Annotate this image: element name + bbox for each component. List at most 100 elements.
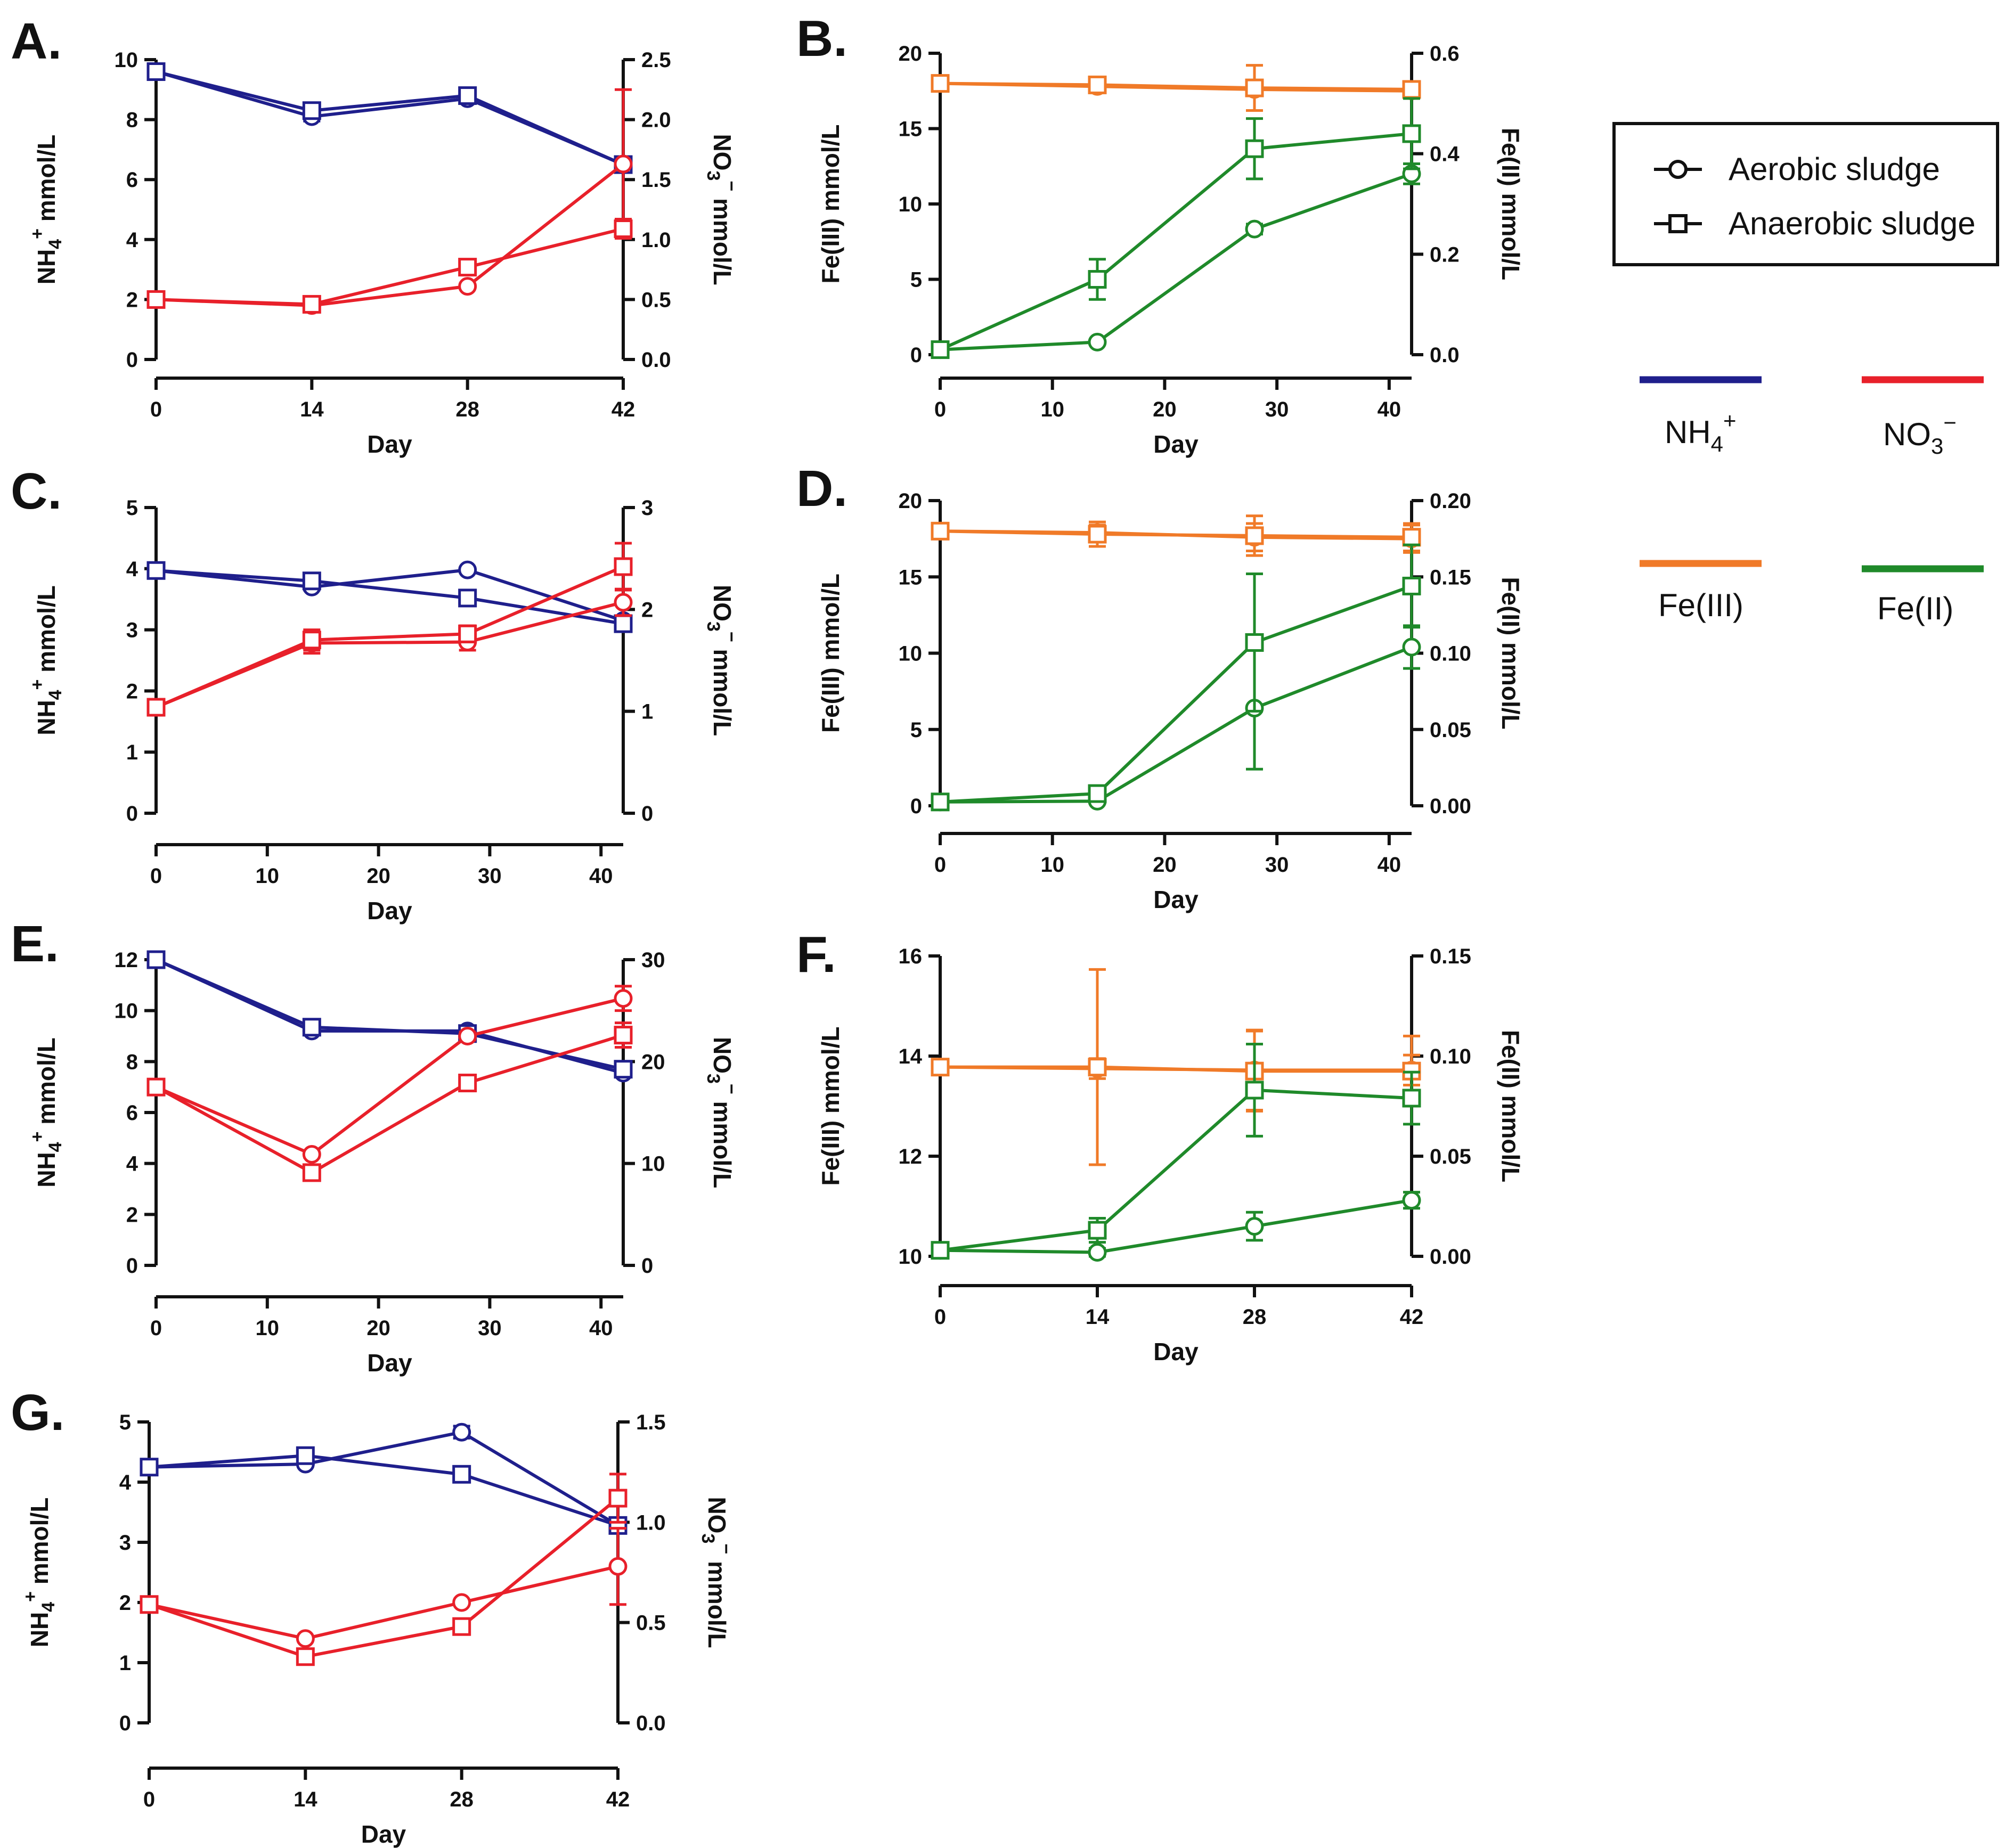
- data-point-square: [1088, 525, 1107, 544]
- right-tick-label: 3: [641, 496, 653, 520]
- legend-aerobic-label: Aerobic sludge: [1729, 151, 1940, 187]
- series-line: [156, 227, 624, 306]
- right-tick-label: 1.5: [641, 168, 671, 192]
- right-tick-label: 2: [641, 598, 653, 622]
- data-point-square: [614, 219, 633, 239]
- series-line: [149, 1430, 619, 1527]
- right-tick-label: 0.05: [1430, 1145, 1471, 1168]
- panel-label: C.: [11, 463, 62, 520]
- right-tick-label: 20: [641, 1050, 665, 1074]
- data-point-square: [931, 1058, 950, 1077]
- data-point-square: [931, 792, 950, 812]
- data-point-circle: [614, 989, 633, 1008]
- right-tick-label: 1: [641, 700, 653, 724]
- series-fe3-square: [931, 514, 1421, 557]
- series-fe2-square: [931, 543, 1421, 812]
- right-axis-title: Fe(II) mmol/L: [1497, 577, 1525, 729]
- data-point-square: [614, 1060, 633, 1079]
- right-axis-title: NO3− mmol/L: [703, 585, 741, 736]
- x-tick-label: 40: [589, 1317, 613, 1340]
- right-tick-label: 1.0: [636, 1511, 666, 1534]
- left-tick-label: 10: [899, 642, 923, 666]
- series-line: [156, 70, 624, 166]
- data-point-square: [931, 74, 950, 93]
- series-nh4-square: [146, 561, 633, 633]
- series-line: [155, 565, 624, 709]
- left-tick-label: 4: [126, 1152, 138, 1176]
- left-tick-label: 6: [126, 1101, 138, 1125]
- right-tick-label: 0.4: [1430, 143, 1460, 166]
- left-tick-label: 8: [126, 109, 138, 132]
- data-point-square: [1088, 1221, 1107, 1240]
- series-nh4-square: [140, 1446, 627, 1535]
- data-point-circle: [458, 277, 477, 296]
- series-line: [939, 132, 1412, 351]
- right-axis-title: NO3− mmol/L: [703, 134, 741, 285]
- left-axis-title: Fe(III) mmol/L: [817, 1027, 844, 1186]
- series-nh4-circle: [140, 1422, 627, 1535]
- data-point-square: [1402, 528, 1421, 547]
- left-tick-label: 2: [126, 288, 138, 312]
- left-tick-label: 12: [899, 1145, 923, 1168]
- series-no3-circle: [146, 587, 633, 717]
- legend-fe3-label: Fe(III): [1658, 587, 1743, 623]
- data-point-circle: [1245, 219, 1264, 239]
- left-axis-title: NH4+ mmol/L: [27, 1037, 66, 1188]
- left-tick-label: 2: [126, 680, 138, 703]
- series-no3-square: [146, 542, 633, 717]
- right-tick-label: 0: [641, 802, 653, 825]
- right-tick-label: 0.0: [1430, 344, 1460, 367]
- series-no3-square: [140, 1473, 627, 1666]
- data-point-square: [1245, 139, 1264, 158]
- right-tick-label: 0.15: [1430, 566, 1471, 589]
- series-line: [940, 645, 1413, 804]
- data-point-square: [146, 62, 166, 81]
- series-no3-square: [146, 218, 633, 314]
- data-point-circle: [1088, 332, 1107, 351]
- legend-nh4-entry: NH4+: [1640, 376, 1762, 456]
- data-point-square: [302, 631, 321, 650]
- right-tick-label: 0.5: [636, 1612, 666, 1635]
- series-line: [940, 172, 1412, 351]
- series-line: [940, 584, 1413, 804]
- data-point-circle: [452, 1593, 471, 1612]
- series-no3-circle: [146, 88, 633, 315]
- left-tick-label: 5: [910, 718, 922, 742]
- x-tick-label: 30: [1265, 398, 1289, 421]
- right-tick-label: 0: [641, 1254, 653, 1278]
- x-tick-label: 0: [934, 853, 946, 877]
- data-point-square: [458, 258, 477, 277]
- x-tick-label: 14: [300, 398, 324, 421]
- left-tick-label: 0: [126, 1254, 138, 1278]
- data-point-square: [302, 1163, 321, 1182]
- left-tick-label: 5: [119, 1411, 131, 1434]
- data-point-square: [452, 1465, 471, 1484]
- series-line: [940, 1198, 1412, 1254]
- data-point-square: [931, 1241, 950, 1260]
- right-tick-label: 0.0: [641, 348, 671, 372]
- left-tick-label: 10: [899, 193, 923, 216]
- x-axis-title: Day: [1153, 430, 1199, 458]
- x-tick-label: 0: [150, 1317, 162, 1340]
- left-tick-label: 15: [899, 118, 923, 141]
- legend-marker-box: [1612, 122, 1999, 266]
- left-axis-title: NH4+ mmol/L: [27, 585, 66, 735]
- series-line: [149, 1497, 619, 1658]
- panel-label: D.: [796, 460, 847, 517]
- series-line: [156, 569, 624, 626]
- data-point-square: [614, 1026, 633, 1045]
- data-point-square: [146, 1077, 166, 1097]
- left-tick-label: 5: [910, 268, 922, 292]
- left-tick-label: 5: [126, 496, 138, 520]
- data-point-square: [140, 1595, 159, 1614]
- data-point-square: [1088, 270, 1107, 289]
- panel-label: G.: [11, 1384, 64, 1441]
- data-point-circle: [1402, 637, 1421, 657]
- x-tick-label: 10: [256, 1317, 280, 1340]
- legend-aerobic-circle-icon: [1668, 160, 1688, 179]
- right-tick-label: 0.2: [1430, 243, 1460, 266]
- series-line: [149, 1454, 618, 1527]
- right-tick-label: 0.15: [1430, 945, 1471, 968]
- panel-d: D. 0 5 10 15 20 0.00 0.05 0.10 0.15 0.20 0 10 20 30 40 D…: [796, 460, 1525, 913]
